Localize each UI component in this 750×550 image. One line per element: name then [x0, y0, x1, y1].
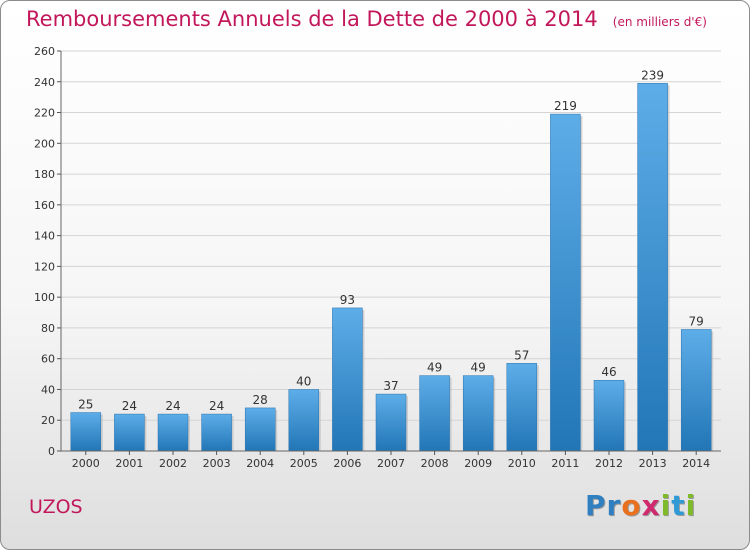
- logo-letter: P: [585, 489, 607, 522]
- bar: [462, 375, 494, 452]
- chart-unit-note: (en milliers d'€): [612, 15, 707, 29]
- chart-title: Remboursements Annuels de la Dette de 20…: [26, 7, 598, 31]
- bar: [157, 413, 189, 452]
- x-tick-label: 2010: [508, 457, 536, 470]
- x-tick-label: 2006: [333, 457, 361, 470]
- y-tick-label: 40: [41, 383, 55, 396]
- x-tick-label: 2007: [377, 457, 405, 470]
- x-tick-label: 2009: [464, 457, 492, 470]
- y-tick-label: 0: [48, 445, 55, 458]
- bar-value-label: 24: [122, 399, 137, 413]
- x-tick-label: 2003: [203, 457, 231, 470]
- bar: [70, 412, 102, 452]
- x-tick-label: 2014: [682, 457, 710, 470]
- bar: [244, 407, 276, 452]
- bar: [550, 113, 581, 452]
- bar-value-label: 93: [340, 293, 355, 307]
- y-tick-label: 80: [41, 322, 55, 335]
- y-tick-label: 100: [34, 291, 55, 304]
- bar: [419, 375, 450, 452]
- x-tick-label: 2011: [551, 457, 579, 470]
- logo-letter: i: [660, 489, 672, 522]
- bar: [288, 389, 320, 452]
- y-tick-label: 220: [34, 107, 55, 120]
- bar-value-label: 28: [253, 393, 268, 407]
- x-tick-label: 2005: [290, 457, 318, 470]
- y-tick-label: 180: [34, 168, 55, 181]
- logo-letter: o: [621, 489, 642, 522]
- logo-letter: r: [606, 489, 622, 522]
- x-tick-label: 2000: [72, 457, 100, 470]
- bar-value-label: 239: [641, 68, 664, 82]
- y-tick-label: 200: [34, 137, 55, 150]
- bar: [680, 329, 712, 452]
- y-tick-label: 240: [34, 76, 55, 89]
- bar-value-label: 25: [78, 398, 93, 412]
- logo-letter: x: [641, 489, 661, 522]
- bar: [593, 379, 625, 452]
- bar-value-label: 49: [427, 361, 442, 375]
- logo-letter: i: [685, 489, 697, 522]
- y-tick-label: 20: [41, 414, 55, 427]
- x-tick-label: 2001: [115, 457, 143, 470]
- bar-value-label: 40: [296, 374, 311, 388]
- x-tick-label: 2004: [246, 457, 274, 470]
- x-tick-label: 2008: [421, 457, 449, 470]
- chart-title-block: Remboursements Annuels de la Dette de 20…: [26, 7, 707, 31]
- bar: [114, 413, 145, 452]
- bar-value-label: 46: [601, 365, 616, 379]
- bar-value-label: 24: [165, 399, 180, 413]
- y-tick-label: 160: [34, 199, 55, 212]
- logo-letter: t: [671, 489, 686, 522]
- y-tick-label: 60: [41, 353, 55, 366]
- bar-value-label: 49: [471, 361, 486, 375]
- y-tick-label: 140: [34, 230, 55, 243]
- bar: [637, 83, 668, 452]
- y-tick-label: 260: [34, 45, 55, 58]
- bar-value-label: 24: [209, 399, 224, 413]
- bar: [201, 413, 232, 452]
- y-tick-label: 120: [34, 260, 55, 273]
- bar-value-label: 57: [514, 348, 529, 362]
- bar: [375, 393, 407, 452]
- commune-name: UZOS: [29, 496, 83, 518]
- x-tick-label: 2013: [639, 457, 667, 470]
- x-tick-label: 2012: [595, 457, 623, 470]
- bar: [506, 363, 538, 452]
- bar: [332, 307, 363, 452]
- bar-value-label: 37: [383, 379, 398, 393]
- proxiti-logo: Proxiti: [585, 489, 696, 522]
- bar-value-label: 79: [689, 314, 704, 328]
- x-tick-label: 2002: [159, 457, 187, 470]
- bar-value-label: 219: [554, 99, 577, 113]
